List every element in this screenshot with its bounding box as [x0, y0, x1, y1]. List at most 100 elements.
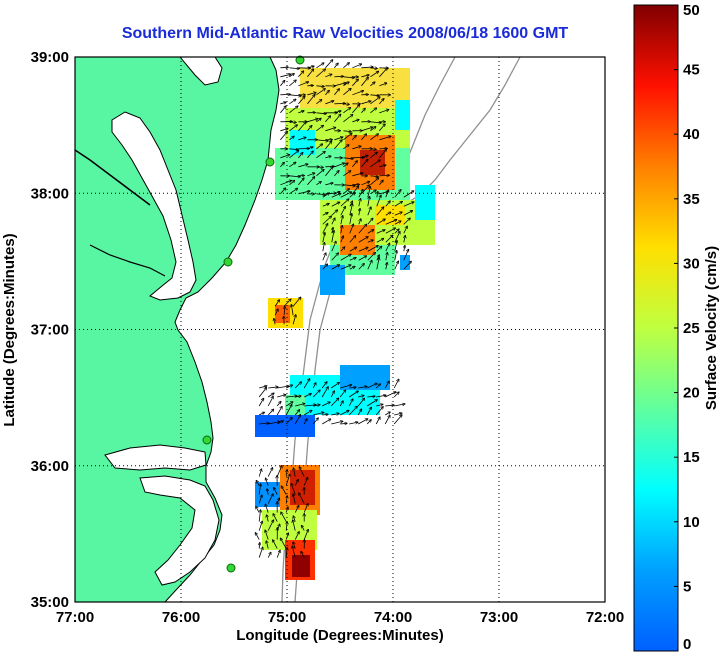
- velocity-arrow: [312, 418, 318, 425]
- velocity-arrow: [316, 99, 321, 105]
- colorbar-tick-label: 20: [683, 385, 700, 402]
- velocity-arrow: [358, 395, 364, 397]
- velocity-arrow: [322, 264, 328, 270]
- velocity-arrow: [267, 393, 274, 398]
- velocity-cell: [395, 100, 410, 130]
- station-marker: [223, 257, 233, 267]
- velocity-arrow: [283, 299, 291, 307]
- velocity-arrow: [316, 181, 321, 186]
- velocity-arrow: [334, 140, 342, 150]
- velocity-arrow: [292, 546, 296, 558]
- velocity-arrow: [384, 412, 390, 416]
- velocity-arrow: [343, 82, 349, 87]
- velocity-arrow: [340, 385, 352, 389]
- velocity-arrow: [298, 137, 306, 141]
- velocity-arrow: [334, 114, 340, 123]
- velocity-arrow: [280, 80, 284, 87]
- y-tick-label: 39:00: [31, 49, 69, 66]
- velocity-arrow: [376, 230, 385, 234]
- velocity-arrow: [361, 134, 366, 141]
- velocity-arrow: [276, 550, 280, 558]
- velocity-arrow: [361, 77, 368, 87]
- velocity-arrow: [358, 419, 368, 425]
- velocity-arrow: [331, 241, 336, 252]
- velocity-arrow: [258, 398, 263, 407]
- velocity-arrow: [339, 390, 346, 398]
- velocity-arrow: [358, 189, 363, 198]
- colorbar-tick-label: 40: [683, 126, 700, 143]
- velocity-arrow: [316, 86, 324, 87]
- x-tick-label: 72:00: [586, 609, 624, 626]
- velocity-arrow: [367, 218, 373, 225]
- velocity-arrow: [322, 402, 330, 407]
- velocity-arrow: [289, 149, 298, 150]
- velocity-arrow: [352, 79, 358, 87]
- velocity-arrow: [343, 131, 351, 132]
- velocity-arrow: [361, 101, 371, 105]
- velocity-arrow: [376, 246, 382, 252]
- delaware-bay: [179, 57, 223, 86]
- velocity-arrow: [292, 315, 296, 325]
- velocity-arrow: [316, 144, 322, 150]
- velocity-arrow: [403, 249, 409, 261]
- velocity-arrow: [313, 412, 324, 416]
- velocity-arrow: [334, 111, 341, 114]
- velocity-arrow: [312, 390, 320, 398]
- colorbar-label: Surface Velocity (cm/s): [703, 246, 720, 410]
- velocity-arrow: [352, 91, 363, 96]
- velocity-arrow: [259, 412, 264, 416]
- velocity-arrow: [379, 165, 386, 167]
- velocity-arrow: [280, 74, 291, 78]
- chart-title: Southern Mid-Atlantic Raw Velocities 200…: [122, 25, 569, 42]
- velocity-arrow: [358, 256, 367, 261]
- velocity-arrow: [340, 199, 349, 207]
- velocity-arrow: [331, 413, 339, 415]
- velocity-arrow: [289, 95, 301, 96]
- velocity-arrow: [307, 147, 313, 149]
- york-river: [89, 244, 166, 277]
- velocity-arrow: [322, 253, 326, 261]
- velocity-arrow: [349, 224, 354, 234]
- velocity-arrow: [293, 520, 296, 531]
- velocity-arrow: [274, 487, 278, 495]
- velocity-arrow: [394, 229, 399, 234]
- velocity-arrow: [316, 194, 325, 195]
- velocity-arrow: [294, 382, 301, 389]
- velocity-arrow: [379, 68, 387, 78]
- velocity-arrow: [340, 423, 347, 424]
- velocity-arrow: [299, 467, 305, 477]
- velocity-arrow: [379, 136, 390, 141]
- x-tick-label: 76:00: [162, 609, 200, 626]
- velocity-arrow: [361, 108, 365, 114]
- velocity-arrow: [384, 381, 389, 389]
- velocity-arrow: [385, 243, 390, 252]
- velocity-arrow: [285, 417, 292, 425]
- velocity-cell: [360, 150, 385, 175]
- velocity-arrow: [322, 223, 328, 234]
- velocity-arrow: [273, 540, 278, 549]
- colorbar-tick-label: 15: [683, 449, 700, 466]
- velocity-arrow: [298, 82, 308, 87]
- velocity-arrow: [307, 69, 313, 78]
- velocity-arrow: [276, 401, 281, 407]
- velocity-arrow: [280, 131, 287, 141]
- y-axis-label: Latitude (Degrees:Minutes): [1, 233, 18, 426]
- velocity-arrow: [370, 82, 375, 87]
- velocity-arrow: [358, 263, 365, 270]
- y-tick-label: 35:00: [31, 594, 69, 611]
- velocity-arrow: [316, 113, 326, 114]
- velocity-arrow: [321, 382, 327, 389]
- velocity-arrow: [370, 97, 380, 105]
- velocity-arrow: [277, 395, 286, 398]
- velocity-arrow: [316, 151, 325, 159]
- velocity-arrow: [403, 218, 410, 225]
- velocity-arrows: [255, 60, 414, 558]
- velocity-arrow: [280, 538, 287, 549]
- velocity-arrow: [370, 127, 376, 132]
- velocity-arrow: [375, 384, 380, 389]
- velocity-arrow: [340, 410, 349, 416]
- velocity-arrow: [289, 99, 296, 105]
- velocity-arrow: [370, 178, 378, 186]
- velocity-arrow: [379, 180, 383, 186]
- velocity-arrow: [375, 407, 383, 416]
